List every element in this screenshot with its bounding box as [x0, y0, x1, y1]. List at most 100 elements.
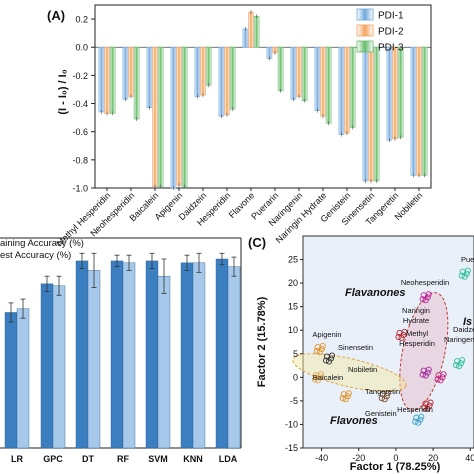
panel-a-bar-pdi-2	[320, 46, 326, 117]
panel-c-chart: (C) -40 -20 0 20 40 -15 -10 -5 0 5 10 15 20 25 Neohesp…	[248, 235, 474, 473]
panel-c-y-tick-label: 25	[288, 255, 298, 265]
panel-a-bar-pdi-1	[290, 46, 297, 100]
scatter-point-label: Genistein	[365, 409, 397, 418]
panel-a-bar-pdi-2	[152, 46, 158, 187]
scatter-point-nobiletin	[344, 393, 351, 400]
scatter-point-tangeretin	[383, 393, 390, 400]
panel-b-bar-training	[40, 283, 54, 449]
panel-a-y-tick-label: -0.8	[72, 155, 88, 165]
scatter-point-naringenin	[440, 371, 447, 378]
scatter-point-label: Hesperidin	[397, 405, 433, 414]
panel-b-x-tick-label: LDA	[219, 454, 238, 464]
panel-a-legend-label: PDI-1	[378, 11, 404, 22]
panel-c-y-tick-label: 10	[288, 325, 298, 335]
panel-a-bar-pdi-2	[368, 46, 374, 182]
scatter-point-sinensetin	[322, 357, 330, 364]
scatter-point-hesperidin	[426, 402, 433, 409]
panel-a-bar-pdi-1	[218, 46, 225, 117]
panel-c-label: (C)	[248, 235, 266, 250]
scatter-point-apigenin	[319, 343, 326, 350]
scatter-point-apigenin	[313, 348, 320, 355]
panel-a-chart: (A) (I - I₀) / I₀ -1.0 -0.8 -0.6 -0.4 -0.2 0.…	[47, 4, 432, 248]
panel-a-bar-pdi-2	[224, 46, 230, 116]
scatter-point-tangeretin	[384, 390, 391, 397]
flavones-cluster-ellipse	[292, 353, 407, 392]
panel-a-legend: PDI-1 PDI-2 PDI-3	[356, 8, 404, 54]
scatter-point-label: Hesperidin	[399, 339, 435, 348]
panel-a-bar-pdi-2	[104, 46, 110, 114]
panel-b-x-tick-label: RF	[117, 454, 129, 464]
scatter-point-neohesperidin	[419, 296, 426, 303]
panel-a-bar-pdi-2	[344, 46, 350, 134]
scatter-point-naringin-hydrate	[400, 331, 407, 338]
panel-b-bar-test	[87, 270, 101, 449]
panel-a-legend-swatch	[356, 24, 374, 37]
panel-a-y-tick-label: -0.4	[72, 99, 88, 109]
panel-b-bar-test	[192, 262, 206, 449]
scatter-point-naringin-hydrate	[401, 328, 408, 335]
panel-b-bar-test	[227, 266, 241, 449]
scatter-point-label: Tangeretin	[365, 387, 400, 396]
scatter-point-hesperidin	[421, 404, 428, 411]
panel-a-bar-pdi-3	[253, 15, 260, 48]
panel-b-bar-training	[75, 260, 89, 449]
panel-a-bar-pdi-2	[296, 46, 302, 97]
panel-c-y-axis-label: Factor 2 (15.78%)	[256, 296, 268, 387]
panel-a-bar-pdi-1	[122, 46, 129, 100]
panel-a-bar-pdi-1	[170, 46, 177, 189]
panel-a-bar-pdi-3	[325, 46, 332, 124]
scatter-point-puerarin	[458, 272, 465, 279]
scatter-point-genistein	[417, 416, 424, 423]
panel-b-bar-test	[157, 275, 171, 449]
scatter-point-label: Apigenin	[312, 330, 341, 339]
panel-b-bar-training	[110, 260, 124, 449]
scatter-point-naringenin	[437, 377, 444, 384]
panel-b-x-tick-label: LR	[11, 454, 23, 464]
panel-a-bar-pdi-3	[349, 46, 356, 128]
group-label-flavanones: Flavanones	[345, 287, 406, 299]
scatter-point-methyl-hesperidin	[424, 369, 431, 376]
scatter-point-label: Hydrate	[403, 316, 429, 325]
scatter-point-neohesperidin	[424, 294, 431, 301]
panel-b-bar-test	[52, 285, 66, 449]
panel-c-y-tick-label: 0	[293, 372, 298, 382]
group-label-is: Is	[463, 316, 472, 328]
scatter-point-puerarin	[464, 267, 471, 274]
panel-a-bar-pdi-3	[157, 46, 164, 187]
panel-a-legend-swatch	[356, 8, 374, 21]
panel-a-bar-pdi-2	[200, 46, 206, 96]
panel-a-bar-pdi-3	[421, 46, 428, 176]
scatter-point-daidzein	[458, 360, 465, 367]
scatter-point-baicalein	[311, 376, 318, 383]
panel-a-bar-pdi-3	[109, 46, 116, 114]
panel-a-bar-pdi-1	[242, 28, 249, 48]
panel-a-bar-pdi-1	[194, 46, 201, 97]
scatter-point-genistein	[418, 413, 425, 420]
panel-c-x-tick-label: -40	[315, 453, 328, 463]
scatter-point-daidzein	[453, 362, 460, 369]
panel-c-y-tick-label: -15	[285, 443, 298, 453]
scatter-point-sinensetin	[325, 358, 333, 365]
scatter-point-baicalein	[314, 377, 321, 384]
panel-a-bar-pdi-3	[205, 46, 212, 86]
panel-a-label: (A)	[47, 8, 65, 23]
panel-c-x-tick-label: 20	[428, 453, 438, 463]
scatter-point-label: Methyl	[406, 329, 428, 338]
panel-a-y-tick-label: -1.0	[72, 184, 88, 194]
scatter-point-puerarin	[463, 270, 470, 277]
panel-a-bar-pdi-1	[146, 46, 153, 109]
scatter-point-daidzein	[456, 363, 463, 370]
scatter-point-label: Daidzein	[453, 325, 474, 334]
scatter-point-label: Sinensetin	[338, 343, 373, 352]
panel-b-bar-training	[4, 312, 18, 449]
scatter-point-label: Naringin	[402, 306, 430, 315]
panel-a-bar-pdi-3	[277, 46, 284, 92]
panel-a-bar-pdi-1	[98, 46, 105, 113]
panel-b-legend-label: est Accuracy (%)	[0, 250, 71, 261]
panel-a-bar-pdi-2	[392, 46, 398, 140]
panel-c-x-tick-label: 40	[465, 453, 474, 463]
panel-b-bar-training	[180, 262, 194, 449]
panel-a-bar-pdi-1	[386, 46, 393, 141]
panel-b-marks: LR GPC DT RF SVM KNN LDA	[0, 237, 242, 464]
